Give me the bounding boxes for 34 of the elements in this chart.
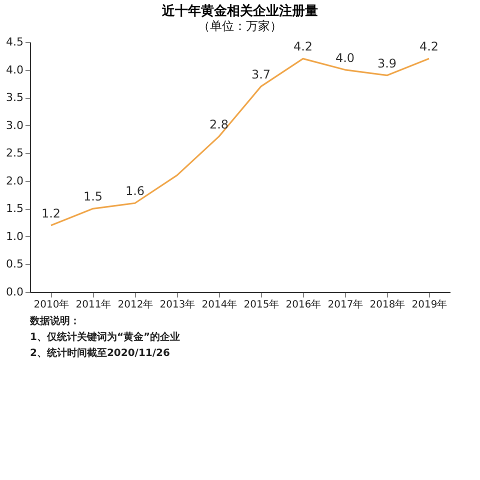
- x-tick-label: 2010年: [34, 298, 70, 310]
- data-label: 1.6: [125, 184, 145, 198]
- chart-title: 近十年黄金相关企业注册量: [161, 3, 318, 19]
- data-label: 2.8: [209, 117, 229, 132]
- data-label: 3.9: [377, 56, 397, 70]
- data-label: 1.5: [83, 190, 103, 204]
- x-tick-label: 2015年: [244, 298, 280, 310]
- y-tick-label: 2.5: [6, 146, 24, 160]
- y-tick-label: 3.5: [6, 91, 24, 104]
- text: 数据说明：: [29, 315, 80, 327]
- x-tick-label: 2014年: [202, 298, 238, 310]
- y-tick-label: 1.5: [6, 202, 24, 216]
- data-label: 3.7: [251, 67, 271, 82]
- text: 1、仅统计关键词为“黄金”的企业: [30, 331, 180, 343]
- data-label: 4.2: [419, 40, 439, 54]
- x-tick-label: 2016年: [286, 298, 322, 310]
- x-tick-label: 2019年: [412, 298, 448, 310]
- y-tick-label: 0.5: [6, 258, 24, 271]
- x-tick-label: 2018年: [370, 298, 406, 310]
- x-tick-label: 2017年: [328, 298, 364, 310]
- y-tick-label: 4.5: [6, 36, 24, 48]
- data-label: 1.2: [41, 206, 61, 220]
- y-tick-label: 2.0: [6, 174, 24, 188]
- y-tick-label: 3.0: [6, 118, 24, 132]
- x-tick-label: 2012年: [118, 298, 154, 310]
- y-tick-label: 1.0: [6, 230, 24, 243]
- y-tick-label: 0.0: [6, 286, 24, 298]
- x-tick-label: 2013年: [160, 298, 196, 310]
- chart-subtitle: （单位：万家）: [198, 19, 282, 33]
- data-label: 4.0: [335, 50, 355, 65]
- x-tick-label: 2011年: [76, 298, 112, 310]
- data-label: 4.2: [293, 40, 313, 54]
- text: 2、统计时间截至2020/11/26: [30, 347, 170, 359]
- y-tick-label: 4.0: [6, 63, 24, 76]
